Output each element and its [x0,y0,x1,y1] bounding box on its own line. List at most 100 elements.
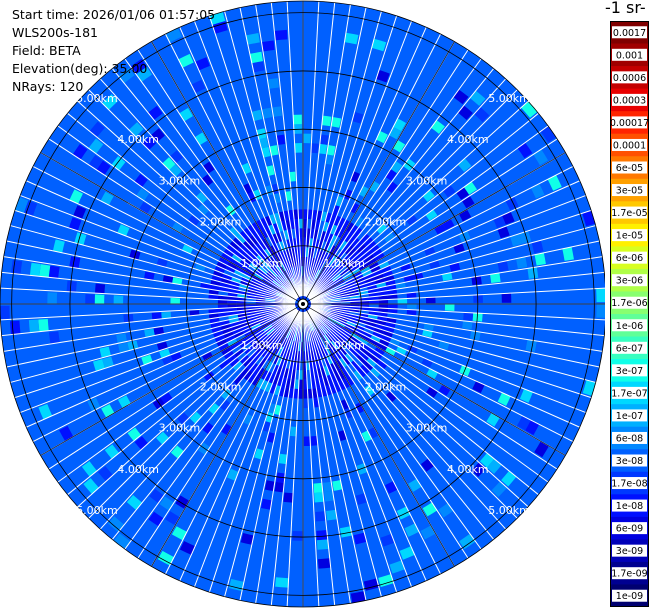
ppi-gate [229,241,240,251]
ppi-gate [339,313,349,319]
ppi-gate [317,368,323,378]
ppi-gate [331,116,342,128]
ppi-gate [236,300,247,304]
ray-separator [255,4,303,297]
ppi-gate [171,222,184,233]
ppi-gate [356,243,366,253]
ppi-gate [251,61,265,73]
ppi-gate [333,226,342,237]
ray-separator [308,308,529,508]
ppi-gate [210,322,221,329]
ppi-gate [310,247,315,258]
ppi-gate [372,350,383,360]
ppi-gate [38,404,53,420]
ppi-gate [314,329,321,339]
ppi-gate [434,223,446,235]
ppi-gate [228,578,244,592]
ppi-gate [328,286,338,293]
ppi-gate [329,234,337,245]
ppi-gate [462,320,473,330]
ppi-gate [582,379,596,396]
ppi-gate [251,375,261,387]
colorbar-label-bg [612,522,647,535]
ppi-gate [350,304,360,307]
ppi-gate [326,318,336,325]
ppi-gate [339,357,348,368]
ppi-gate [336,319,347,326]
ppi-gate [348,289,359,294]
ppi-gate [39,264,51,278]
ppi-gate [335,321,346,328]
ppi-gate [367,284,377,290]
ppi-gate [223,350,235,360]
ppi-gate [276,356,283,366]
ppi-gate [310,143,319,154]
ppi-gate [363,237,373,247]
ppi-gate [325,385,333,396]
ppi-gate [321,386,328,397]
ppi-gate [362,269,373,277]
ppi-gate [456,187,470,200]
ppi-gate [244,253,254,263]
ppi-gate [231,324,242,332]
colorbar-label-bg [612,341,647,354]
azimuth-line [302,303,455,567]
ppi-gate [525,339,537,352]
ppi-gate [217,300,228,304]
ppi-gate [300,351,303,361]
ppi-gate [280,347,287,358]
ppi-gate [241,343,252,352]
colorbar-tick-label: 0.001 [616,50,643,61]
ppi-gate [227,468,239,481]
ppi-gate [221,347,232,356]
ray-separator [306,49,469,298]
ppi-gate [260,498,272,510]
ppi-gate [491,481,508,497]
ray-separator [57,125,297,300]
azimuth-line [151,303,304,567]
ppi-gate [320,347,327,357]
ppi-gate [366,257,377,266]
ppi-gate [315,270,322,280]
ppi-gate [357,283,367,289]
ppi-gate [303,209,308,219]
ray-separator [306,310,469,559]
ppi-gate [273,354,280,365]
ppi-gate [188,215,200,227]
ppi-gate [169,150,183,164]
ppi-gate [345,278,355,285]
ray-separator [310,256,603,304]
ray-separator [310,304,603,352]
ppi-gate [370,367,381,378]
ppi-gate [378,307,389,313]
ppi-gate [326,319,335,327]
ray-separator [306,33,442,298]
ppi-gate [170,445,184,459]
ppi-gate [357,318,368,325]
ppi-gate [237,352,247,362]
ppi-gate [582,210,596,227]
ppi-gate [69,189,83,204]
ppi-gate [245,33,260,45]
ppi-gate [389,560,405,574]
ppi-gate [258,315,268,321]
ppi-gate [349,292,360,297]
ppi-gate [530,183,545,199]
ppi-gate [327,332,335,341]
ppi-gate [344,232,353,243]
ppi-gate [501,470,517,487]
ppi-gate [303,389,308,399]
ppi-gate [318,337,325,348]
ppi-gate [11,259,23,275]
ray-separator [310,209,592,303]
ppi-gate [66,280,77,293]
ppi-gate [257,367,266,378]
colorbar-tick-label: 1e-06 [616,321,643,332]
ppi-gate [232,237,243,247]
ray-separator [137,49,300,298]
ppi-gate [280,315,289,322]
ray-separator [124,310,299,550]
ppi-gate [256,294,266,299]
ppi-gate [338,333,348,342]
ppi-gate [220,324,231,331]
